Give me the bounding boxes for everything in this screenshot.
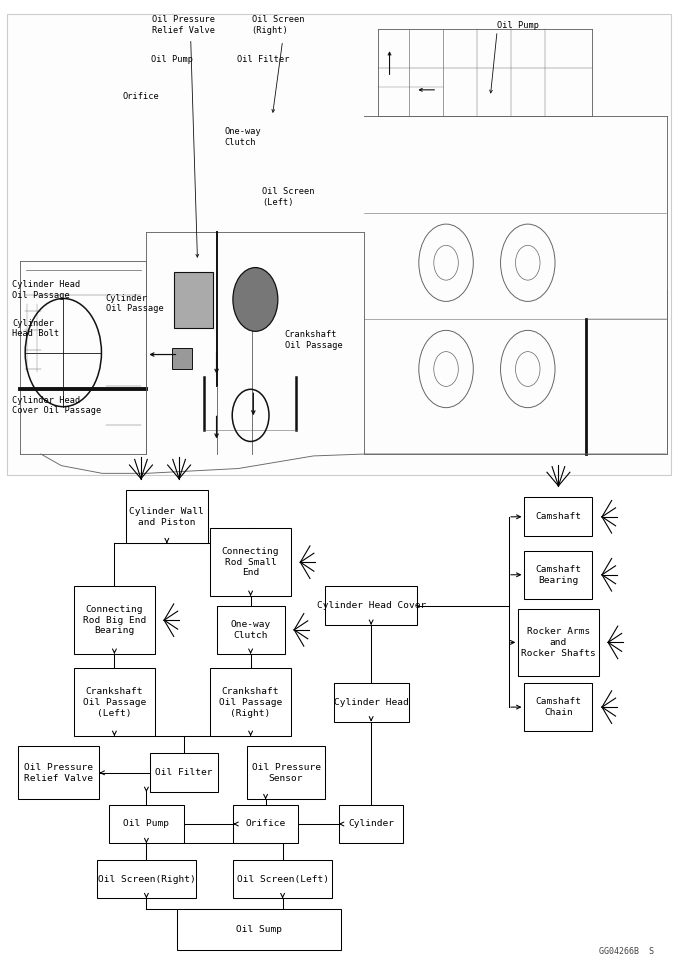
Text: Oil Pressure
Sensor: Oil Pressure Sensor: [251, 763, 321, 782]
Text: Camshaft: Camshaft: [535, 512, 582, 522]
Text: Oil Screen
(Right): Oil Screen (Right): [251, 15, 304, 35]
FancyBboxPatch shape: [518, 609, 599, 676]
FancyBboxPatch shape: [233, 860, 332, 898]
Text: Orifice: Orifice: [245, 819, 286, 829]
Text: Oil Screen(Left): Oil Screen(Left): [236, 874, 329, 884]
Text: Oil Pump: Oil Pump: [151, 55, 193, 65]
Text: Crankshaft
Oil Passage: Crankshaft Oil Passage: [285, 330, 343, 350]
FancyBboxPatch shape: [334, 683, 409, 722]
Text: Cylinder: Cylinder: [348, 819, 394, 829]
Text: Cylinder Head
Oil Passage: Cylinder Head Oil Passage: [12, 280, 80, 299]
Text: Oil Screen(Right): Oil Screen(Right): [97, 874, 195, 884]
FancyBboxPatch shape: [210, 528, 291, 596]
Text: Cylinder Head: Cylinder Head: [334, 697, 409, 707]
Text: One-way
Clutch: One-way Clutch: [225, 128, 262, 147]
Text: Cylinder Wall
and Piston: Cylinder Wall and Piston: [129, 507, 204, 526]
Text: GG04266B  S: GG04266B S: [599, 948, 654, 956]
Text: Oil Pump: Oil Pump: [497, 20, 539, 30]
Bar: [7, 14, 671, 475]
FancyBboxPatch shape: [524, 683, 592, 731]
Text: Cylinder
Head Bolt: Cylinder Head Bolt: [12, 319, 59, 338]
FancyBboxPatch shape: [247, 746, 326, 799]
Text: Cylinder
Oil Passage: Cylinder Oil Passage: [106, 294, 163, 313]
Text: Cylinder Head Cover: Cylinder Head Cover: [317, 601, 426, 611]
FancyBboxPatch shape: [18, 746, 99, 799]
Text: Cylinder Head
Cover Oil Passage: Cylinder Head Cover Oil Passage: [12, 396, 101, 415]
Text: Oil Pump: Oil Pump: [123, 819, 170, 829]
Text: Oil Filter: Oil Filter: [237, 55, 289, 65]
FancyBboxPatch shape: [177, 909, 340, 950]
FancyBboxPatch shape: [217, 606, 285, 654]
FancyBboxPatch shape: [74, 586, 155, 654]
FancyBboxPatch shape: [126, 490, 208, 543]
Text: Connecting
Rod Big End
Bearing: Connecting Rod Big End Bearing: [83, 605, 146, 636]
Bar: [174, 272, 213, 328]
FancyBboxPatch shape: [109, 805, 184, 843]
Text: Connecting
Rod Small
End: Connecting Rod Small End: [222, 547, 279, 578]
Text: Oil Pressure
Relief Valve: Oil Pressure Relief Valve: [24, 763, 93, 782]
FancyBboxPatch shape: [74, 668, 155, 736]
Text: Oil Sump: Oil Sump: [236, 924, 282, 934]
FancyBboxPatch shape: [326, 586, 417, 625]
Text: Oil Pressure
Relief Valve: Oil Pressure Relief Valve: [153, 15, 215, 35]
Text: Crankshaft
Oil Passage
(Left): Crankshaft Oil Passage (Left): [83, 687, 146, 718]
FancyBboxPatch shape: [233, 805, 298, 843]
Text: Oil Screen
(Left): Oil Screen (Left): [262, 187, 315, 207]
Text: Camshaft
Chain: Camshaft Chain: [535, 697, 582, 717]
Text: One-way
Clutch: One-way Clutch: [230, 620, 271, 639]
Circle shape: [233, 268, 278, 331]
FancyBboxPatch shape: [524, 551, 592, 599]
Text: Crankshaft
Oil Passage
(Right): Crankshaft Oil Passage (Right): [219, 687, 282, 718]
Bar: [172, 348, 192, 369]
FancyBboxPatch shape: [524, 497, 592, 536]
FancyBboxPatch shape: [97, 860, 196, 898]
Text: Orifice: Orifice: [123, 92, 159, 101]
FancyBboxPatch shape: [210, 668, 291, 736]
Text: Oil Filter: Oil Filter: [155, 768, 212, 778]
Text: Camshaft
Bearing: Camshaft Bearing: [535, 565, 582, 584]
FancyBboxPatch shape: [339, 805, 403, 843]
FancyBboxPatch shape: [150, 753, 218, 792]
Text: Rocker Arms
and
Rocker Shafts: Rocker Arms and Rocker Shafts: [521, 627, 596, 658]
